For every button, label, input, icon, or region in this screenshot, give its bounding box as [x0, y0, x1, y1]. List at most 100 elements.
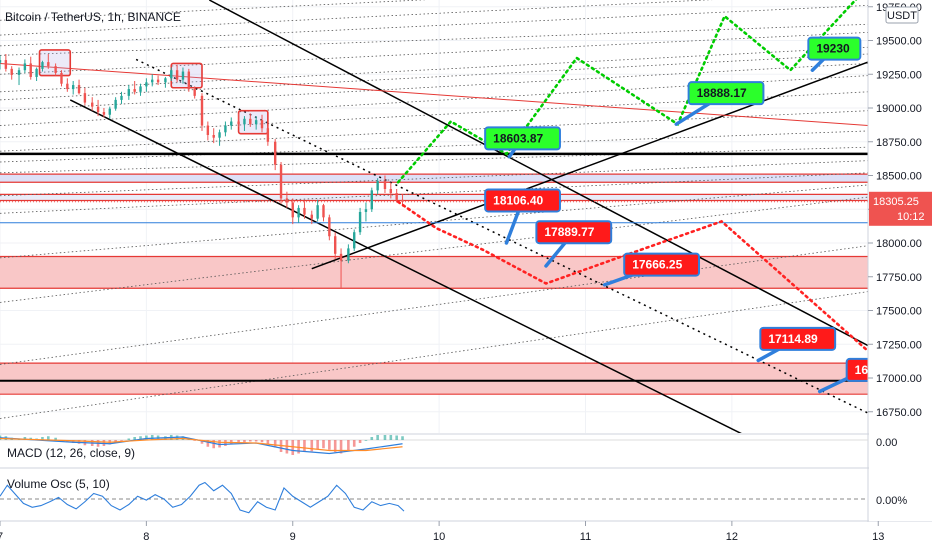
candle-down [175, 70, 179, 80]
fan-line [0, 5, 868, 47]
trend-line [311, 61, 868, 270]
macd-label: MACD (12, 26, close, 9) [7, 446, 135, 460]
highlight-box [38, 49, 72, 77]
callout-box [535, 220, 613, 245]
macd-bar-down [254, 440, 258, 442]
macd-bar-up [133, 437, 136, 440]
candle-up [139, 86, 142, 92]
time-tick-label: 8 [143, 531, 149, 543]
candle-up [170, 70, 173, 79]
time-tick-label: 9 [290, 531, 296, 543]
currency-badge[interactable]: USDT [885, 6, 919, 24]
projection-path [396, 200, 868, 353]
candle-up [254, 120, 258, 125]
macd-bar-down [212, 440, 216, 449]
projection-path [396, 0, 858, 184]
callout-box [623, 252, 701, 277]
time-tick-label: 11 [580, 531, 591, 543]
trend-line [69, 99, 742, 433]
price-tick-label: 17000.00 [876, 373, 922, 385]
candle-up [243, 118, 246, 125]
candle-down [310, 214, 313, 219]
zone-fill [0, 256, 868, 289]
candle-down [54, 66, 57, 73]
macd-bar-down [224, 440, 227, 446]
macd-bar-down [193, 440, 196, 441]
candle-down [260, 120, 264, 129]
price-axis-background [869, 0, 932, 521]
chart-title: Bitcoin / TetherUS, 1h, BINANCE [5, 10, 181, 24]
macd-bar-down [352, 440, 356, 447]
last-price-tag: 18305.25 10:12 [869, 191, 932, 226]
callout-box [687, 81, 765, 106]
candle-down [60, 72, 63, 84]
candle-down [133, 89, 136, 92]
volume-osc-label: Volume Osc (5, 10) [7, 477, 110, 491]
time-axis[interactable]: 7 8 9 10 11 12 13 [0, 521, 932, 550]
macd-signal-line [0, 437, 403, 452]
candle-up [224, 125, 227, 133]
macd-bar-up [145, 435, 148, 440]
candle-down [266, 128, 270, 142]
callout-box [484, 188, 561, 213]
fan-line [0, 160, 868, 197]
candle-up [230, 121, 233, 126]
macd-bar-down [322, 440, 325, 449]
highlight-box [237, 109, 269, 135]
macd-bar-down [120, 440, 123, 441]
candle-up [23, 63, 27, 71]
zone-fill [0, 363, 868, 395]
macd-bar-down [358, 440, 362, 443]
candle-down [66, 83, 69, 90]
macd-bar-down [114, 440, 117, 443]
candle-down [401, 199, 404, 202]
candle-up [347, 248, 350, 261]
macd-bar-up [47, 436, 50, 440]
candle-down [212, 135, 215, 138]
candle-down [187, 71, 191, 90]
macd-bar-down [303, 440, 306, 452]
zone-fill [0, 194, 868, 201]
candle-down [200, 95, 204, 126]
last-price-value: 18305.25 [873, 196, 919, 208]
fan-line [0, 0, 714, 36]
macd-bar-down [310, 440, 314, 452]
callout-label: 17889.77 [544, 225, 594, 239]
candle-down [322, 205, 325, 218]
candle-down [328, 217, 331, 237]
candle-down [206, 125, 210, 135]
price-tick-label: 19500.00 [876, 36, 922, 48]
fan-line [0, 32, 868, 75]
macd-bar-up [364, 440, 368, 441]
candle-down [389, 189, 393, 194]
candle-down [91, 102, 94, 107]
callout-box [807, 36, 862, 61]
candles [0, 54, 404, 288]
macd-line [0, 436, 403, 455]
candle-up [364, 209, 368, 212]
candle-up [181, 71, 185, 80]
candle-down [395, 193, 398, 200]
candle-down [237, 121, 240, 125]
candle-down [10, 68, 13, 75]
macd-bar-down [273, 440, 277, 448]
fan-line [0, 184, 868, 259]
callout-label: 17666.25 [632, 258, 682, 272]
macd-bar-down [328, 440, 331, 450]
volume-osc-line [0, 481, 405, 514]
macd-bar-down [218, 440, 221, 448]
candle-up [17, 70, 21, 75]
macd-bar-down [339, 440, 343, 454]
candle-up [358, 211, 362, 233]
callout-box [484, 126, 561, 151]
projection-paths [396, 0, 868, 353]
macd-bar-up [150, 435, 154, 440]
macd-bar-down [77, 440, 81, 444]
candle-down [339, 253, 343, 261]
volume-osc-axis-label: 0.00% [876, 495, 907, 507]
callout-label: 18106.40 [493, 193, 543, 207]
candle-down [383, 180, 387, 189]
